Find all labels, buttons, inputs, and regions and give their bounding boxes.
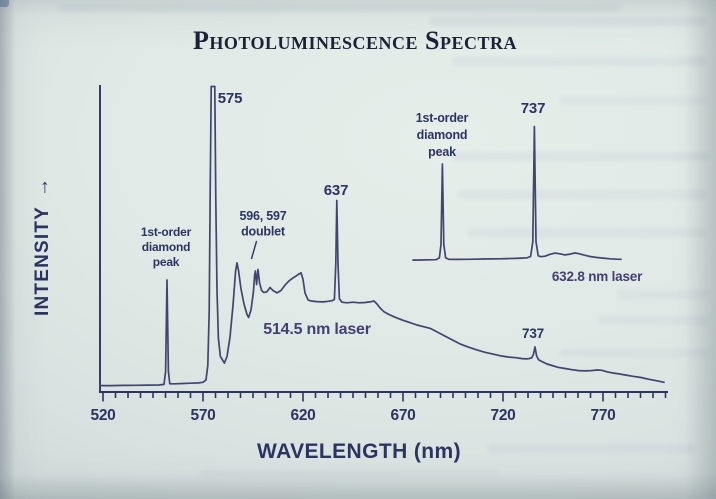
annotation-peak-737-inset: 737: [521, 100, 545, 117]
annotation-diamond-peak-main: 1st-order diamond peak: [141, 225, 192, 269]
spectrum-curve-632nm: [412, 125, 622, 261]
x-axis-label: WAVELENGTH (nm): [257, 440, 461, 463]
annotation-laser-632: 632.8 nm laser: [552, 269, 643, 284]
x-tick-label: 670: [391, 407, 416, 424]
spectrum-curve-514nm: [99, 85, 665, 387]
x-tick-label: 770: [591, 407, 616, 424]
annotation-peak-737-main: 737: [522, 326, 544, 341]
chart-title: Photoluminescence Spectra: [192, 26, 518, 55]
x-tick-label: 570: [191, 407, 216, 424]
x-tick-label: 720: [491, 407, 516, 424]
annotation-doublet: 596, 597 doublet: [239, 209, 286, 239]
annotation-laser-514: 514.5 nm laser: [263, 321, 371, 338]
annotation-peak-575: 575: [218, 90, 242, 107]
doublet-callout-line: [250, 240, 258, 260]
annotation-diamond-peak-inset: 1st-order diamond peak: [416, 111, 469, 159]
x-tick-label: 620: [291, 407, 316, 424]
x-tick-label: 520: [91, 407, 116, 424]
page-corner-mark: [0, 0, 9, 7]
annotation-peak-637: 637: [324, 182, 348, 199]
